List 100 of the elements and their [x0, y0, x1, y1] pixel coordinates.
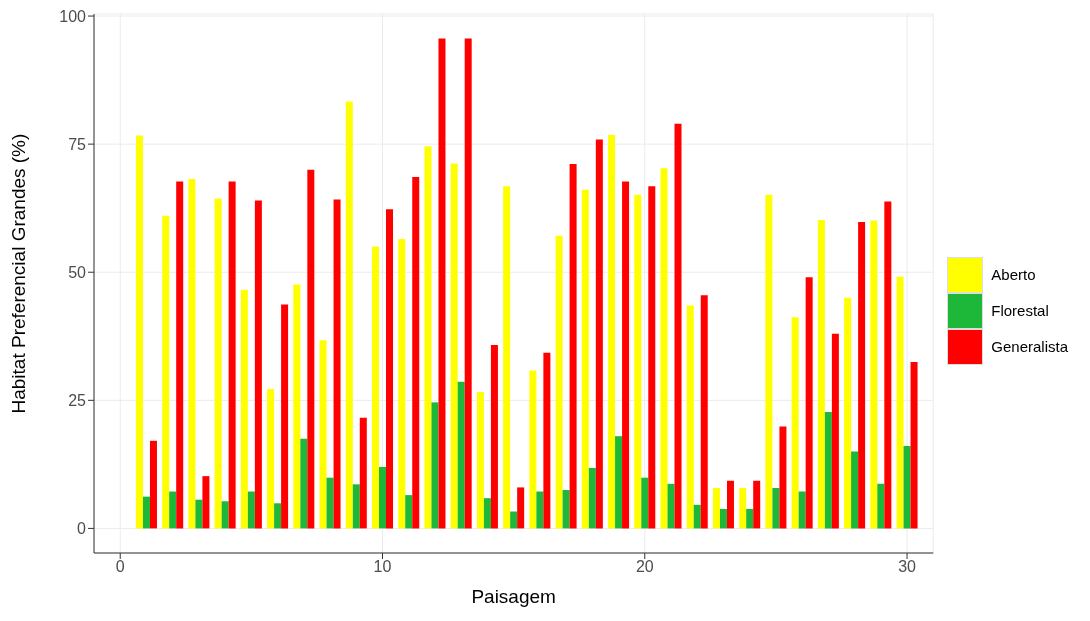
bar — [700, 295, 708, 529]
bar — [195, 499, 203, 529]
bar — [386, 209, 394, 529]
x-tick-label: 10 — [373, 558, 392, 576]
bar — [667, 483, 675, 529]
bar — [844, 297, 852, 529]
bar — [851, 451, 859, 529]
y-tick-label: 50 — [68, 263, 87, 281]
bar — [307, 169, 315, 529]
bar — [726, 480, 734, 529]
bar — [333, 199, 341, 529]
bar — [719, 508, 727, 529]
bar — [693, 504, 701, 529]
bar — [517, 487, 525, 529]
x-tick-label: 0 — [115, 558, 125, 576]
bar — [824, 412, 832, 529]
bar — [817, 219, 825, 529]
bar — [281, 304, 289, 529]
bar — [142, 496, 150, 529]
bar — [372, 246, 380, 529]
bar — [221, 501, 229, 529]
bar — [779, 426, 787, 529]
bar — [615, 436, 623, 529]
bar — [240, 289, 248, 529]
bar — [529, 370, 537, 529]
bar — [162, 215, 170, 529]
x-axis-title: Paisagem — [471, 586, 556, 607]
bar — [176, 181, 184, 529]
bar — [562, 489, 570, 529]
bar — [188, 178, 196, 529]
bar — [858, 222, 866, 529]
bar — [569, 164, 577, 529]
bar — [274, 503, 282, 529]
bar — [753, 480, 761, 529]
bar — [464, 38, 472, 529]
bar — [135, 135, 143, 529]
bar — [798, 491, 806, 529]
bar — [588, 467, 596, 529]
bar — [831, 333, 839, 529]
bar — [746, 508, 754, 529]
bar — [405, 495, 413, 529]
bar — [641, 477, 649, 529]
bar — [483, 498, 491, 529]
y-axis-title: Habitat Preferencial Grandes (%) — [7, 133, 29, 414]
bar — [149, 440, 157, 529]
bar — [772, 487, 780, 529]
x-tick-label: 30 — [898, 558, 917, 576]
bar — [300, 438, 308, 529]
bar — [352, 484, 360, 529]
bar — [877, 483, 885, 529]
bar — [634, 194, 642, 529]
bar — [791, 317, 799, 529]
bar — [438, 38, 446, 529]
bar — [293, 284, 301, 529]
bar — [476, 392, 484, 529]
y-tick-label: 25 — [68, 392, 87, 409]
bar — [765, 194, 773, 529]
bar — [648, 186, 656, 529]
bar — [903, 445, 911, 529]
bar — [326, 477, 334, 529]
y-tick-label: 0 — [77, 520, 87, 538]
bar — [686, 305, 694, 529]
bar — [379, 466, 387, 529]
legend-label: Aberto — [991, 266, 1036, 283]
bar — [202, 476, 210, 529]
bar — [608, 134, 616, 529]
y-tick-label: 100 — [59, 7, 87, 25]
bar — [254, 200, 262, 529]
bar — [581, 189, 589, 529]
bar — [345, 101, 353, 529]
bar — [247, 491, 255, 529]
bar — [359, 417, 367, 529]
bar — [169, 491, 177, 529]
bar — [622, 181, 630, 529]
bar — [424, 146, 432, 529]
bar — [805, 277, 813, 529]
bar — [510, 511, 518, 529]
legend-label: Generalista — [991, 338, 1068, 355]
bar — [712, 487, 720, 529]
bar — [503, 186, 511, 529]
bar — [543, 352, 551, 529]
legend-label: Florestal — [991, 302, 1049, 319]
bar — [319, 340, 327, 529]
x-tick-label: 20 — [635, 558, 654, 576]
bar — [431, 402, 439, 529]
bar — [490, 344, 498, 529]
bar — [910, 361, 918, 529]
bar — [412, 176, 420, 529]
bar — [884, 201, 892, 529]
bar — [660, 168, 668, 529]
bar — [214, 198, 222, 529]
bar — [450, 163, 458, 529]
bar — [267, 389, 275, 529]
bar — [896, 276, 904, 529]
bar — [595, 139, 603, 529]
bar — [228, 181, 236, 529]
bar — [555, 235, 563, 529]
bar — [457, 381, 465, 529]
bar — [870, 220, 878, 529]
bar — [398, 238, 406, 529]
